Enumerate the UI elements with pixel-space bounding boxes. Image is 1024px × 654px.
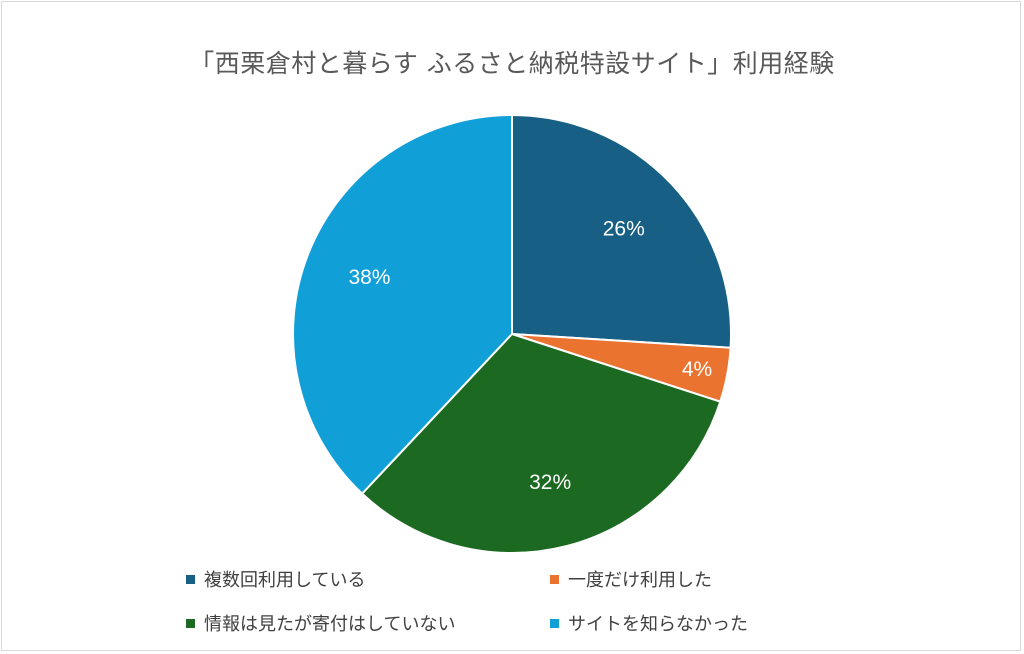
legend-item: サイトを知らなかった [550,611,748,635]
legend-item: 複数回利用している [186,567,365,591]
pie-slice [511,113,732,349]
legend-label: 情報は見たが寄付はしていない [204,614,456,635]
legend-swatch [186,618,195,628]
slice-data-label: 38% [348,266,390,289]
legend-item: 情報は見たが寄付はしていない [186,611,455,635]
slice-data-label: 4% [682,358,712,381]
legend-item: 一度だけ利用した [550,567,712,591]
legend-swatch [550,618,559,628]
legend-label: サイトを知らなかった [568,614,748,635]
pie-slice [292,113,513,496]
legend-swatch [186,574,195,584]
legend-label: 一度だけ利用した [568,570,712,591]
pie-slice [360,332,722,554]
slice-data-label: 26% [603,218,645,241]
slice-data-label: 32% [529,471,571,494]
legend-label: 複数回利用している [204,570,366,591]
legend-swatch [550,574,559,584]
chart-title: 「西栗倉村と暮らす ふるさと納税特設サイト」利用経験 [189,49,835,78]
